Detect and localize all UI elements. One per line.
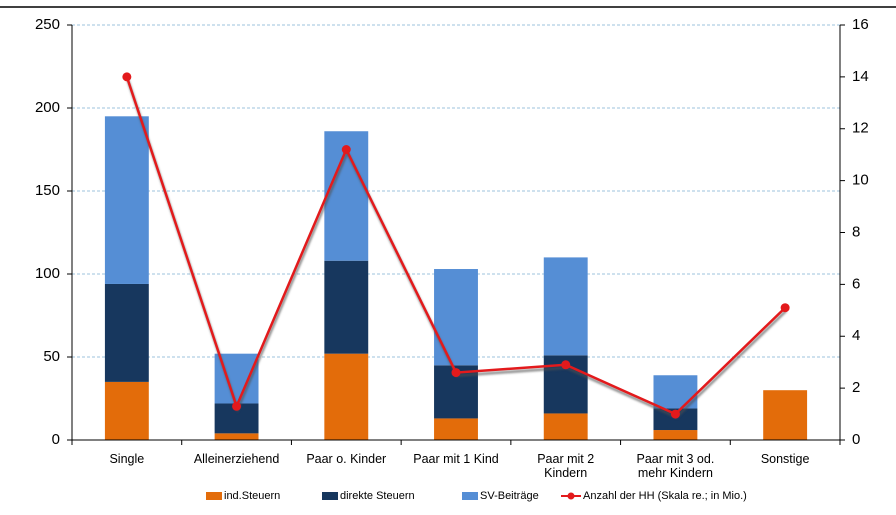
legend-swatch bbox=[206, 492, 222, 500]
y2-tick-label: 8 bbox=[852, 223, 860, 240]
y-tick-label: 150 bbox=[35, 182, 60, 199]
x-tick-label: Paar mit 1 Kind bbox=[413, 452, 499, 466]
y-tick-label: 100 bbox=[35, 265, 60, 282]
bar-segment bbox=[214, 433, 259, 440]
y-tick-label: 0 bbox=[52, 431, 60, 448]
line-marker bbox=[670, 409, 680, 419]
y2-tick-label: 4 bbox=[852, 327, 860, 344]
y2-tick-label: 14 bbox=[852, 68, 869, 85]
bar-segment bbox=[324, 260, 369, 354]
y2-tick-label: 12 bbox=[852, 120, 869, 137]
y2-tick-label: 6 bbox=[852, 275, 860, 292]
bar-segment bbox=[104, 283, 149, 382]
x-tick-label: Paar o. Kinder bbox=[306, 452, 387, 466]
bar-segment bbox=[543, 413, 588, 440]
x-tick-label: Alleinerziehend bbox=[193, 452, 280, 466]
legend-label: direkte Steuern bbox=[340, 490, 415, 502]
line-marker bbox=[561, 360, 571, 370]
y-tick-label: 250 bbox=[35, 16, 60, 33]
legend-label: Anzahl der HH (Skala re.; in Mio.) bbox=[583, 490, 747, 502]
legend-label: ind.Steuern bbox=[224, 490, 280, 502]
y2-tick-label: 16 bbox=[852, 16, 869, 33]
x-tick-label: Sonstige bbox=[760, 452, 810, 466]
line-marker bbox=[232, 401, 242, 411]
bar-segment bbox=[324, 353, 369, 440]
bar-segment bbox=[543, 257, 588, 356]
y-tick-label: 50 bbox=[43, 348, 60, 365]
legend-label: SV-Beiträge bbox=[480, 490, 539, 502]
y-tick-label: 200 bbox=[35, 99, 60, 116]
line-marker bbox=[780, 303, 790, 313]
bar-segment bbox=[653, 408, 698, 431]
line-marker bbox=[451, 368, 461, 378]
bar-segment bbox=[653, 430, 698, 440]
bar-segment bbox=[434, 418, 478, 440]
x-tick-label: Single bbox=[109, 452, 145, 466]
legend-swatch bbox=[567, 492, 575, 500]
x-tick-label: Paar mit 2 Kindern bbox=[537, 452, 595, 480]
bar-segment bbox=[104, 381, 149, 440]
line-marker bbox=[341, 145, 351, 154]
legend-swatch bbox=[462, 492, 478, 500]
line-marker bbox=[122, 72, 132, 82]
legend-swatch bbox=[322, 492, 338, 500]
bar-segment bbox=[434, 269, 478, 366]
bar-segment bbox=[653, 375, 698, 409]
y2-tick-label: 2 bbox=[852, 379, 860, 396]
y2-tick-label: 10 bbox=[852, 172, 869, 189]
bar-segment bbox=[763, 390, 808, 440]
bar-segment bbox=[104, 116, 149, 284]
y2-tick-label: 0 bbox=[852, 431, 860, 448]
x-tick-label: Paar mit 3 od. mehr Kindern bbox=[636, 452, 715, 480]
